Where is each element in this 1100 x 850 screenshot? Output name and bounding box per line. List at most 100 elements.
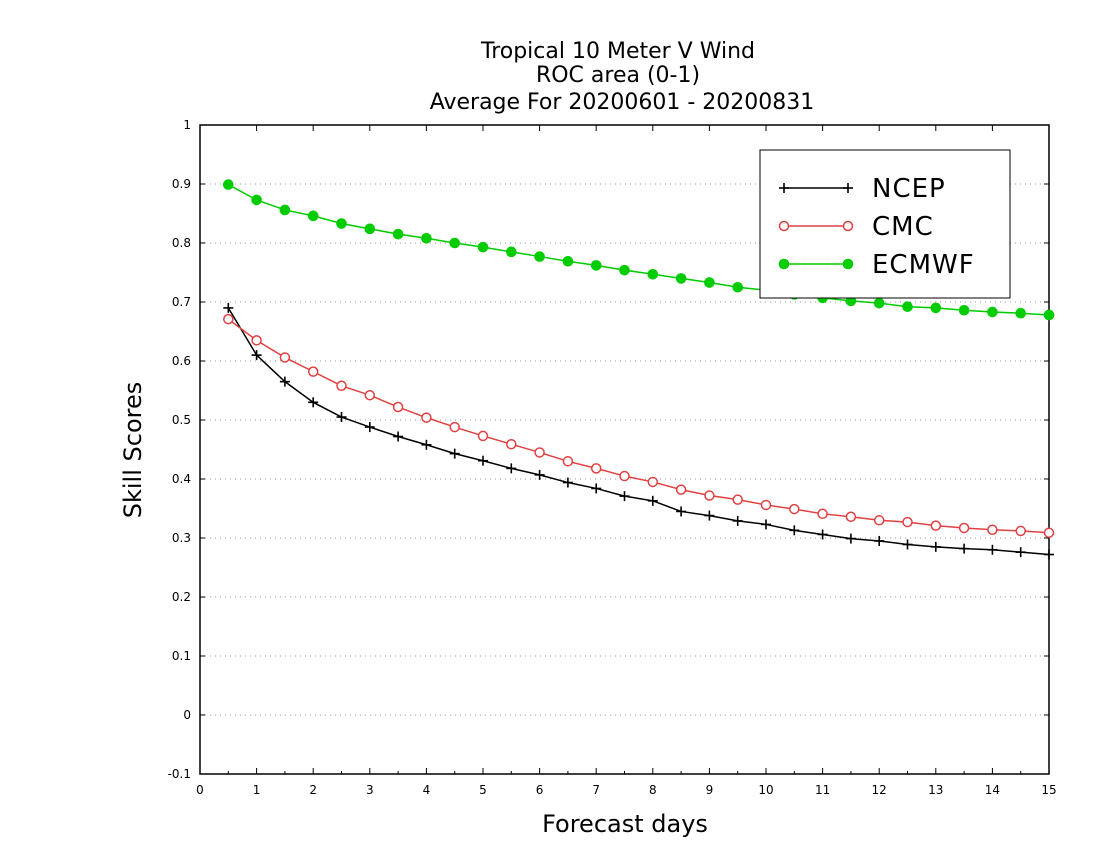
chart-title-line-3: Average For 20200601 - 20200831 <box>430 90 815 115</box>
legend-marker <box>779 183 789 193</box>
data-point-cmc <box>336 380 347 392</box>
data-point-cmc <box>619 470 630 482</box>
x-tick-label: 11 <box>815 783 830 797</box>
data-point-ncep <box>534 469 545 480</box>
data-point-ncep <box>506 463 517 474</box>
data-point-cmc <box>732 494 743 505</box>
legend-item-cmc: CMC <box>778 212 934 242</box>
data-point-ncep <box>676 506 687 517</box>
legend-label-cmc: CMC <box>872 212 934 242</box>
data-point-ecmwf <box>449 237 461 249</box>
data-point-ncep <box>364 422 375 433</box>
data-point-cmc <box>477 430 489 442</box>
x-tick-label: 14 <box>985 783 1000 797</box>
legend-label-ncep: NCEP <box>872 174 946 204</box>
data-point-ncep <box>619 491 630 502</box>
data-point-ecmwf <box>873 297 885 309</box>
data-point-ecmwf <box>477 241 489 253</box>
y-tick-label: -0.1 <box>168 767 191 781</box>
data-point-cmc <box>760 499 772 511</box>
data-point-ncep <box>959 543 970 554</box>
y-tick-label: 0.2 <box>172 590 191 604</box>
x-tick-label: 0 <box>196 783 204 797</box>
data-point-cmc <box>562 456 574 467</box>
data-point-cmc <box>449 421 460 433</box>
data-point-cmc <box>675 484 687 495</box>
data-point-ecmwf <box>392 228 404 240</box>
series-line-ncep <box>227 307 1050 556</box>
series-cmc <box>223 313 1055 538</box>
data-point-ecmwf <box>1015 307 1027 319</box>
data-point-cmc <box>590 463 602 474</box>
x-tick-label: 13 <box>928 783 943 797</box>
data-point-cmc <box>534 447 545 458</box>
x-tick-label: 1 <box>253 783 261 797</box>
x-tick-label: 2 <box>309 783 317 797</box>
x-tick-label: 4 <box>423 783 431 797</box>
series-ncep <box>223 302 1054 560</box>
x-tick-label: 3 <box>366 783 374 797</box>
y-tick-label: 0.9 <box>172 177 191 191</box>
data-point-cmc <box>704 490 715 501</box>
data-point-ncep <box>1015 547 1026 558</box>
x-axis-label: Forecast days <box>542 810 708 838</box>
legend-label-ecmwf: ECMWF <box>872 250 975 280</box>
x-tick-label: 6 <box>536 783 544 797</box>
data-point-ecmwf <box>902 301 913 313</box>
data-point-ecmwf <box>336 218 347 229</box>
data-point-ecmwf <box>1043 309 1055 321</box>
data-point-ncep <box>761 519 771 530</box>
legend: NCEP CMC ECMWF <box>759 149 1011 299</box>
data-point-ncep <box>732 515 743 526</box>
y-tick-label: 0 <box>183 708 191 722</box>
data-point-cmc <box>307 366 319 377</box>
chart-title-line-1: Tropical 10 Meter V Wind <box>480 39 755 64</box>
data-point-cmc <box>251 335 262 346</box>
data-point-ecmwf <box>704 277 715 288</box>
data-point-cmc <box>364 389 376 401</box>
data-point-cmc <box>902 516 913 528</box>
y-axis-label: Skill Scores <box>119 382 147 519</box>
series-layer <box>223 179 1055 560</box>
legend-marker <box>842 220 854 232</box>
data-point-ncep <box>930 541 941 552</box>
data-point-ncep <box>393 431 404 442</box>
data-point-ecmwf <box>307 210 319 222</box>
data-point-ecmwf <box>647 268 659 280</box>
data-point-cmc <box>506 438 517 450</box>
data-point-cmc <box>421 412 432 423</box>
data-point-cmc <box>817 508 828 520</box>
data-point-cmc <box>279 352 291 363</box>
data-point-ncep <box>449 448 460 459</box>
data-point-ecmwf <box>675 273 687 284</box>
y-tick-label: 0.6 <box>172 354 191 368</box>
legend-marker <box>778 220 790 232</box>
data-point-ecmwf <box>619 264 630 276</box>
y-tick-label: 0.8 <box>172 236 191 250</box>
legend-item-ncep: NCEP <box>779 174 946 204</box>
data-point-ecmwf <box>562 255 574 267</box>
data-point-ncep <box>421 439 432 450</box>
data-point-cmc <box>873 515 885 526</box>
data-point-ecmwf <box>930 302 942 314</box>
data-point-ncep <box>789 525 800 536</box>
data-point-ecmwf <box>987 306 998 318</box>
data-point-cmc <box>930 520 942 531</box>
data-point-cmc <box>223 313 234 325</box>
x-tick-label: 12 <box>872 783 887 797</box>
data-point-ncep <box>987 544 998 555</box>
data-point-ncep <box>647 495 658 506</box>
y-tick-label: 0.7 <box>172 295 191 309</box>
data-point-ncep <box>845 533 856 544</box>
y-tick-label: 1 <box>183 118 191 132</box>
x-tick-label: 15 <box>1041 783 1056 797</box>
data-point-ncep <box>1044 549 1054 560</box>
data-point-ncep <box>902 539 913 550</box>
legend-marker <box>778 258 790 270</box>
data-point-ecmwf <box>534 251 545 262</box>
data-point-ecmwf <box>223 179 234 190</box>
data-point-ncep <box>591 483 602 494</box>
y-tick-label: 0.1 <box>172 649 191 663</box>
x-tick-label: 10 <box>758 783 773 797</box>
